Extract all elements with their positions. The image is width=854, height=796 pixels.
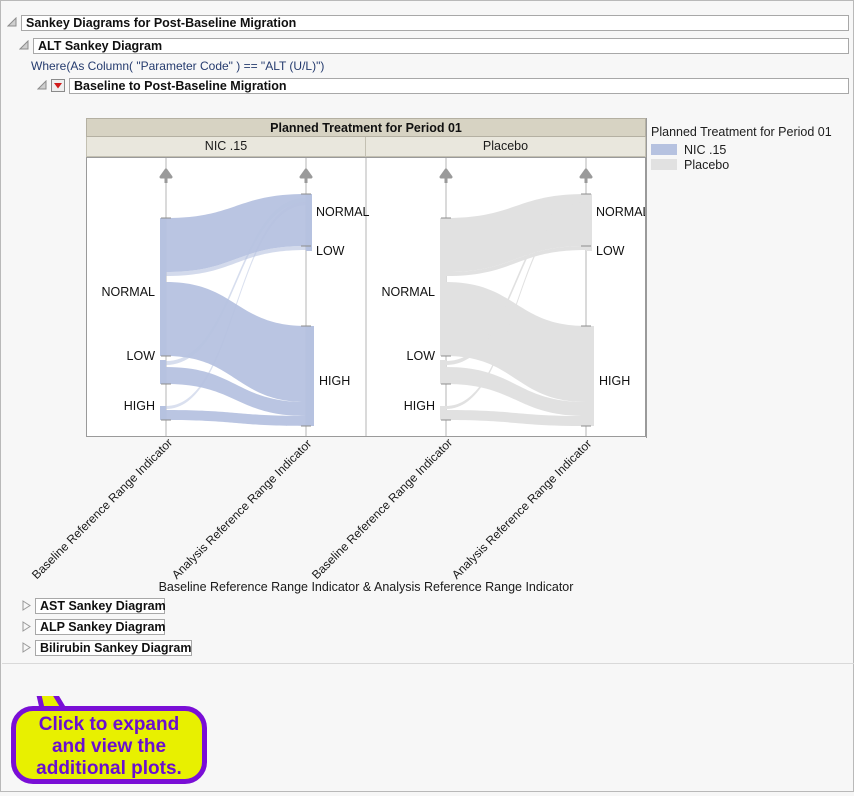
outline-section-row[interactable]: ALT Sankey Diagram [19,37,849,54]
flow-normal-high [446,282,586,402]
outline-root-row[interactable]: Sankey Diagrams for Post-Baseline Migrat… [7,14,849,31]
flow-low-normal [446,198,586,365]
panel-header-nic15: NIC .15 [86,137,366,157]
section-divider [2,663,854,664]
legend-item-nic15[interactable]: NIC .15 [651,142,851,157]
node-label-tgt-high: HIGH [599,374,630,388]
node-label-tgt-normal: NORMAL [596,205,645,219]
node-src-low[interactable] [160,360,166,384]
sankey-graph: Planned Treatment for Period 01 NIC .15 … [86,118,646,437]
disclosure-triangle-collapsed-icon[interactable] [21,642,32,653]
red-dropdown-arrow-icon[interactable] [51,79,65,92]
node-src-normal[interactable] [160,218,166,356]
legend-title: Planned Treatment for Period 01 [651,125,832,139]
sort-arrow-icon[interactable] [159,168,173,183]
disclosure-triangle-collapsed-icon[interactable] [21,600,32,611]
axis-tick-label-3: Analysis Reference Range Indicator [449,436,595,582]
node-src-low[interactable] [440,360,446,384]
node-tgt-high[interactable] [306,326,314,426]
outline-collapsed-ast[interactable]: AST Sankey Diagram [21,597,166,614]
axis-caption: Baseline Reference Range Indicator & Ana… [158,580,574,594]
node-label-src-low: LOW [407,349,436,363]
outline-collapsed-label-alp[interactable]: ALP Sankey Diagram [35,618,166,635]
legend-label-nic15: NIC .15 [684,142,727,157]
flow-low-normal [166,198,306,365]
disclosure-triangle-icon[interactable] [19,40,30,51]
sankey-svg: NORMAL LOW HIGH NORMAL LOW HIGH [102,158,645,436]
legend-divider [646,118,647,438]
axis-tick-label-2: Baseline Reference Range Indicator [309,435,456,582]
node-label-src-high: HIGH [404,399,435,413]
axis-tick-label-1: Analysis Reference Range Indicator [169,436,315,582]
callout-line-1: Click to expand [38,714,180,735]
flow-normal-normal [166,194,306,272]
node-label-src-normal: NORMAL [382,285,436,299]
flow-normal-low [166,246,306,276]
callout-bubble [11,706,207,784]
plot-frame: NORMAL LOW HIGH NORMAL LOW HIGH [86,157,646,437]
disclosure-triangle-icon[interactable] [7,17,18,28]
outline-collapsed-label-ast[interactable]: AST Sankey Diagram [35,597,166,614]
node-tgt-low[interactable] [586,246,592,251]
flow-low-high [446,367,586,416]
legend-label-placebo: Placebo [684,157,730,172]
group-header-band: Planned Treatment for Period 01 [86,118,646,137]
flow-high-high [446,410,586,426]
outline-root-title[interactable]: Sankey Diagrams for Post-Baseline Migrat… [21,14,849,31]
callout-annotation: Click to expand and view the additional … [11,696,211,786]
sort-arrow-icon[interactable] [299,168,313,183]
outline-plot-title[interactable]: Baseline to Post-Baseline Migration [69,77,849,94]
node-tgt-normal[interactable] [306,194,312,246]
outline-collapsed-alp[interactable]: ALP Sankey Diagram [21,618,166,635]
sort-arrow-icon[interactable] [579,168,593,183]
flow-high-high [166,410,306,426]
outline-section-title[interactable]: ALT Sankey Diagram [33,37,849,54]
panel-header-placebo: Placebo [366,137,646,157]
panel-nic15: NORMAL LOW HIGH NORMAL LOW HIGH [102,158,370,436]
flow-normal-high [166,282,306,402]
disclosure-triangle-icon[interactable] [37,80,48,91]
node-label-tgt-low: LOW [596,244,625,258]
flow-normal-low [446,246,586,276]
legend-item-placebo[interactable]: Placebo [651,157,851,172]
legend-swatch-nic15 [651,144,677,155]
legend: Planned Treatment for Period 01 NIC .15 … [651,125,851,172]
outline-collapsed-bilirubin[interactable]: Bilirubin Sankey Diagram [21,639,192,656]
callout-line-3: additional plots. [36,758,182,779]
axis-tick-label-0: Baseline Reference Range Indicator [29,435,176,582]
node-label-src-high: HIGH [124,399,155,413]
flow-high-normal [166,202,306,409]
flow-low-high [166,367,306,416]
node-tgt-normal[interactable] [586,194,592,246]
node-label-tgt-low: LOW [316,244,345,258]
outline-plot-row[interactable]: Baseline to Post-Baseline Migration [37,77,849,94]
disclosure-triangle-collapsed-icon[interactable] [21,621,32,632]
panel-placebo: NORMAL LOW HIGH NORMAL LOW HIGH [382,158,645,436]
callout-line-2: and view the [51,736,167,757]
node-label-src-normal: NORMAL [102,285,156,299]
node-label-src-low: LOW [127,349,156,363]
node-tgt-low[interactable] [306,246,312,251]
outline-collapsed-label-bilirubin[interactable]: Bilirubin Sankey Diagram [35,639,192,656]
node-label-tgt-normal: NORMAL [316,205,370,219]
node-tgt-high[interactable] [586,326,594,426]
legend-swatch-placebo [651,159,677,170]
flow-normal-normal [446,194,586,272]
where-clause-text: Where(As Column( "Parameter Code" ) == "… [31,59,325,73]
sort-arrow-icon[interactable] [439,168,453,183]
node-src-high[interactable] [160,406,166,420]
flow-high-normal [446,202,586,409]
node-label-tgt-high: HIGH [319,374,350,388]
node-src-normal[interactable] [440,218,446,356]
node-src-high[interactable] [440,406,446,420]
callout-text: Click to expand and view the additional … [17,714,201,780]
